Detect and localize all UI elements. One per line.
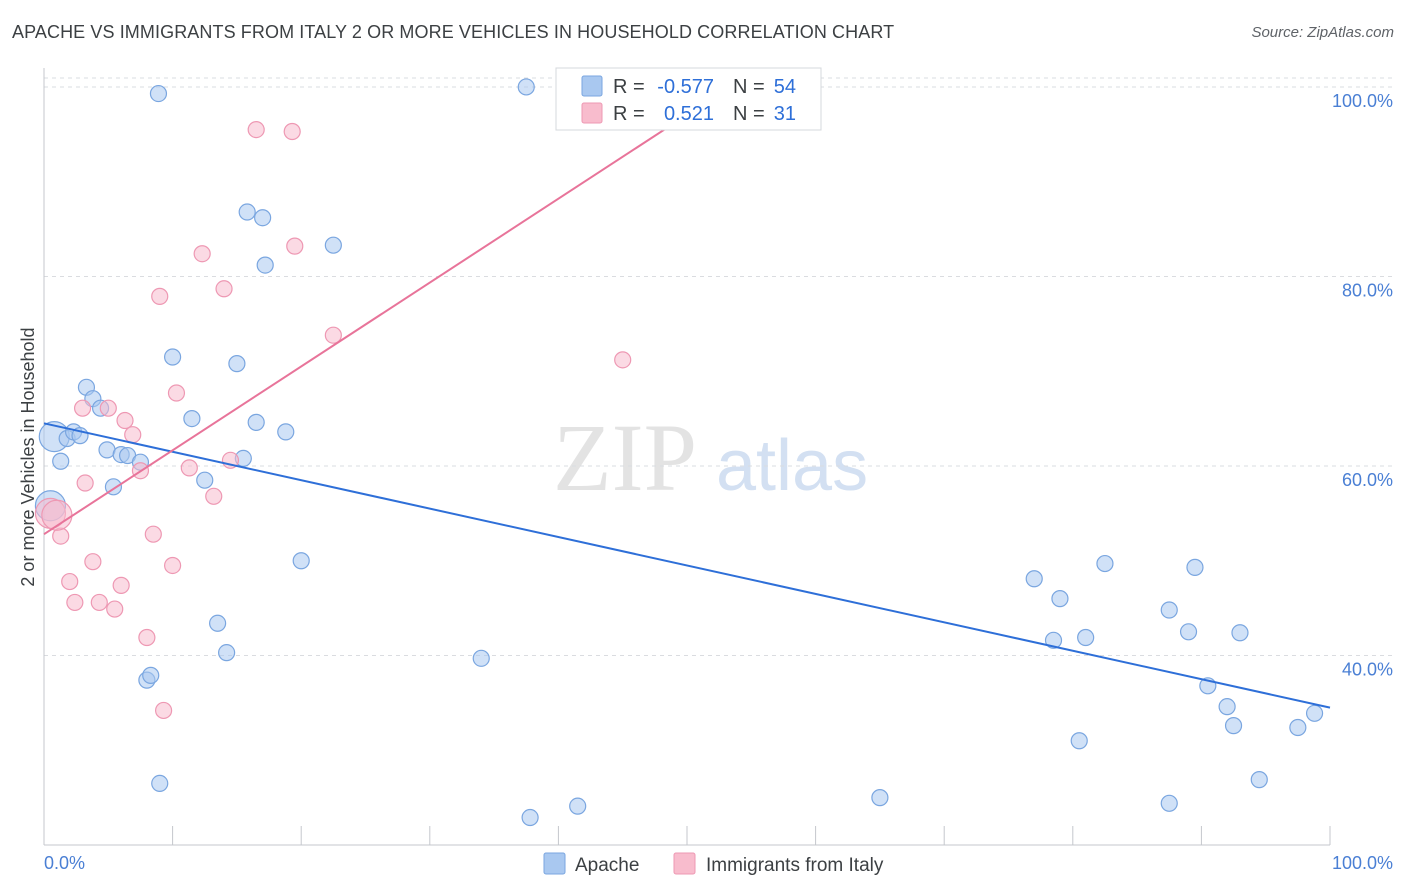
italy-point	[84, 553, 102, 571]
italy-point	[116, 411, 134, 430]
italy-point	[73, 399, 92, 417]
apache-point	[871, 789, 889, 807]
italy-point	[99, 399, 117, 417]
italy-point	[90, 593, 108, 612]
italy-n-label: N =	[733, 103, 765, 125]
apache-point	[218, 644, 236, 662]
italy-point	[164, 556, 182, 575]
apache-point	[292, 552, 310, 570]
italy-swatch-icon	[581, 102, 603, 124]
italy-point	[180, 459, 198, 477]
apache-point	[517, 78, 535, 96]
apache-point	[1231, 624, 1249, 642]
trend-lines	[43, 109, 1331, 709]
apache-point	[1077, 628, 1095, 647]
italy-point	[193, 245, 211, 263]
italy-point	[66, 593, 84, 612]
apache-point	[1289, 718, 1307, 737]
italy-r-value: 0.521	[664, 103, 714, 125]
italy-point	[215, 280, 233, 298]
apache-point	[1186, 558, 1204, 576]
apache-point	[1070, 732, 1088, 750]
apache-point	[277, 423, 295, 441]
apache-n-value: 54	[774, 76, 796, 98]
apache-point	[142, 666, 160, 684]
apache-swatch-icon	[581, 75, 603, 97]
apache-point	[324, 236, 342, 254]
apache-point	[183, 409, 201, 428]
stats-legend-box: R = -0.577 N = 54 R = 0.521 N = 31	[555, 67, 822, 131]
apache-point	[209, 614, 227, 632]
italy-point	[247, 120, 265, 139]
x-tick-label-max: 100.0%	[1332, 853, 1393, 873]
apache-point	[1224, 717, 1243, 735]
italy-point	[61, 572, 79, 591]
italy-point	[614, 351, 632, 369]
apache-point	[151, 774, 169, 793]
y-tick-label-40: 40.0%	[1342, 659, 1393, 679]
apache-r-label: R =	[613, 76, 645, 98]
y-tick-label-100: 100.0%	[1332, 91, 1393, 111]
apache-point	[247, 413, 265, 431]
legend-italy-label[interactable]: Immigrants from Italy	[706, 855, 884, 876]
italy-point	[138, 628, 156, 647]
legend-apache-label[interactable]: Apache	[575, 855, 639, 876]
italy-point	[167, 384, 186, 402]
zipatlas-watermark: ZIP atlas	[553, 404, 868, 511]
italy-point	[76, 474, 94, 492]
chart-title: APACHE VS IMMIGRANTS FROM ITALY 2 OR MOR…	[12, 22, 895, 42]
italy-point	[106, 600, 124, 618]
apache-point	[1044, 631, 1063, 649]
x-tick-label-min: 0.0%	[44, 853, 85, 873]
bottom-legend: Apache Immigrants from Italy	[543, 852, 884, 876]
apache-point	[1250, 771, 1268, 789]
apache-point	[472, 649, 490, 667]
apache-point	[254, 209, 272, 227]
apache-point	[228, 355, 246, 373]
apache-point	[1160, 794, 1178, 812]
legend-italy-icon[interactable]	[673, 852, 696, 875]
apache-point	[1160, 601, 1178, 619]
italy-point	[151, 287, 169, 305]
apache-point	[149, 84, 168, 103]
italy-point	[324, 326, 342, 344]
x-ticks	[43, 826, 1331, 845]
apache-point	[1179, 623, 1198, 641]
apache-point	[52, 452, 70, 470]
italy-point	[205, 487, 223, 505]
italy-trend-line	[43, 109, 694, 536]
italy-point	[154, 701, 173, 720]
apache-point	[1305, 704, 1324, 722]
apache-n-label: N =	[733, 76, 765, 98]
italy-point	[112, 576, 130, 594]
apache-r-value: -0.577	[657, 76, 714, 98]
apache-point	[521, 808, 539, 827]
watermark-zip: ZIP	[553, 404, 697, 511]
italy-point	[286, 237, 304, 255]
apache-trend-line	[43, 422, 1331, 709]
apache-point	[569, 797, 587, 815]
apache-point	[1218, 698, 1236, 716]
apache-point	[238, 203, 256, 221]
italy-points	[34, 120, 632, 720]
y-tick-label-60: 60.0%	[1342, 470, 1393, 490]
apache-point	[256, 256, 274, 274]
apache-point	[1096, 554, 1114, 573]
italy-point	[144, 525, 162, 543]
y-tick-labels: 40.0% 60.0% 80.0% 100.0%	[1332, 91, 1393, 680]
source-credit: Source: ZipAtlas.com	[1251, 24, 1394, 41]
apache-point	[196, 471, 214, 489]
apache-point	[1025, 570, 1043, 588]
apache-point	[1051, 590, 1069, 608]
y-axis-label: 2 or more Vehicles in Household	[18, 327, 38, 586]
y-tick-label-80: 80.0%	[1342, 280, 1393, 300]
italy-point	[124, 426, 142, 444]
italy-n-value: 31	[774, 103, 796, 125]
legend-apache-icon[interactable]	[543, 852, 566, 875]
italy-point	[283, 122, 301, 141]
apache-point	[164, 348, 182, 366]
italy-r-label: R =	[613, 103, 645, 125]
